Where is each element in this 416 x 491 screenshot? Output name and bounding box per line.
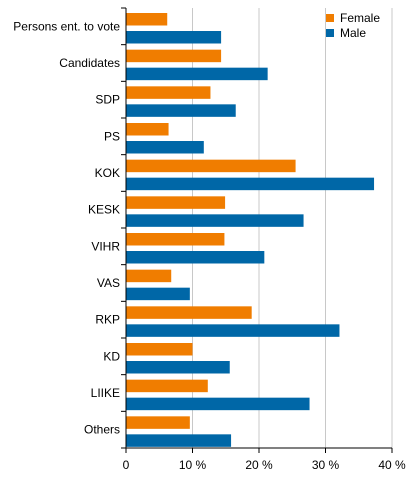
bar-female — [126, 306, 252, 319]
bar-male — [126, 177, 375, 191]
category-label: VIHR — [91, 239, 120, 253]
bars — [126, 13, 375, 447]
x-tick-label: 20 % — [245, 458, 273, 472]
bar-female — [126, 233, 225, 246]
bar-female — [126, 49, 222, 63]
category-label: LIIKE — [91, 386, 120, 400]
category-label: RKP — [95, 313, 120, 327]
category-label: Persons ent. to vote — [13, 19, 120, 33]
bar-male — [126, 31, 222, 44]
bar-male — [126, 214, 304, 227]
category-label: VAS — [97, 276, 120, 290]
bar-female — [126, 123, 169, 136]
bar-male — [126, 434, 232, 447]
category-label: PS — [104, 129, 120, 143]
category-label: KESK — [88, 203, 120, 217]
legend-label-female: Female — [340, 11, 380, 25]
gridlines — [192, 8, 393, 448]
bar-female — [126, 159, 296, 173]
bar-female — [126, 416, 190, 429]
legend-swatch-male — [326, 29, 334, 37]
category-label: SDP — [95, 93, 120, 107]
bar-female — [126, 269, 172, 283]
category-labels: Persons ent. to vote Candidates SDP PS KOK KE… — [13, 19, 120, 436]
bar-female — [126, 196, 226, 209]
bar-male — [126, 397, 310, 411]
category-label: Candidates — [59, 56, 120, 70]
bar-male — [126, 324, 340, 337]
category-label: KOK — [95, 166, 120, 180]
bar-male — [126, 67, 268, 81]
x-tick-label: 30 % — [312, 458, 340, 472]
axes — [121, 7, 392, 449]
x-tick-label: 40 % — [378, 458, 406, 472]
legend-label-male: Male — [340, 26, 366, 40]
bar-female — [126, 379, 208, 393]
x-tick-labels: 0 10 % 20 % 30 % 40 % — [123, 448, 406, 472]
bar-female — [126, 86, 211, 99]
bar-female — [126, 343, 193, 356]
bar-male — [126, 251, 265, 264]
bar-male — [126, 361, 230, 374]
bar-female — [126, 13, 168, 26]
bar-male — [126, 287, 190, 301]
x-tick-label: 0 — [123, 458, 130, 472]
category-label: KD — [103, 349, 120, 363]
bar-male — [126, 104, 236, 117]
legend-swatch-female — [326, 14, 334, 22]
bar-male — [126, 141, 204, 154]
x-tick-label: 10 % — [179, 458, 207, 472]
category-label: Others — [84, 423, 120, 437]
